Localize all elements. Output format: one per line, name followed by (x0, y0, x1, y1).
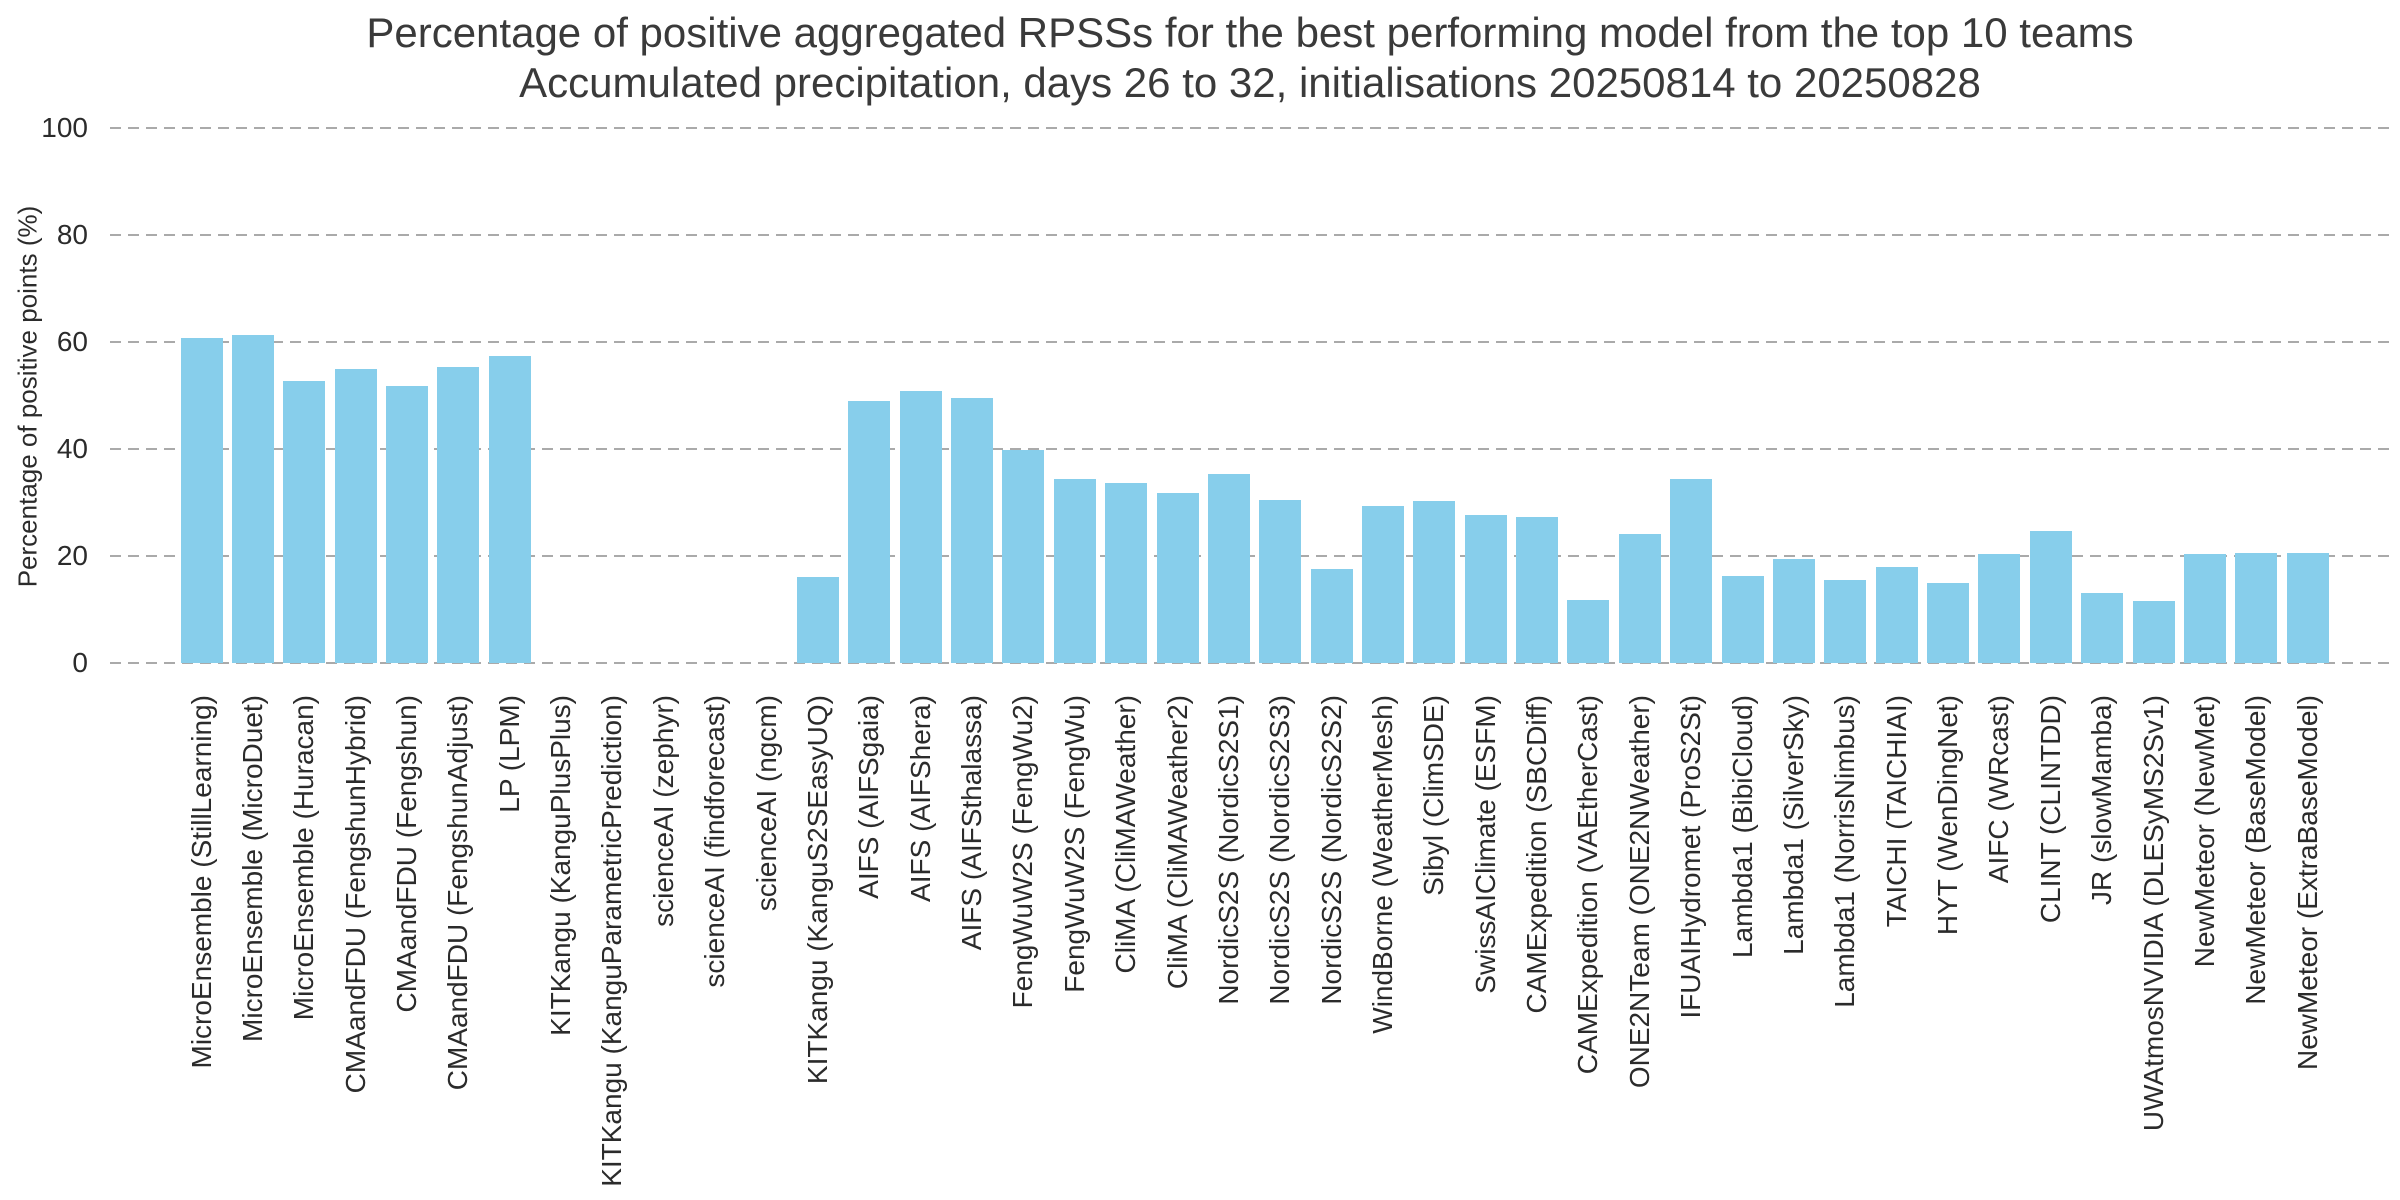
bar (1516, 516, 1559, 663)
bar (1464, 515, 1507, 663)
x-tick-label: CMAandFDU (FengshunAdjust) (442, 695, 474, 1091)
y-tick-label: 40 (56, 433, 88, 464)
x-tick-label: IFUAIHydromet (ProS2St) (1675, 695, 1707, 1019)
bar (1259, 499, 1302, 663)
bar (1362, 506, 1404, 663)
bar (2286, 553, 2329, 663)
bar (437, 367, 480, 663)
bar (283, 381, 326, 663)
x-tick-label: NewMeteor (NewMet) (2188, 695, 2220, 968)
gridline (110, 234, 2390, 236)
x-tick-label: CAMExpedition (SBCDiff) (1521, 695, 1553, 1014)
gridline (110, 341, 2390, 343)
x-tick-label: KITKangu (KanguS2SEasyUQ) (801, 695, 833, 1085)
x-tick-label: CMAandFDU (Fengshun) (390, 695, 422, 1013)
x-tick-label: JR (slowMamba) (2086, 695, 2118, 906)
x-tick-label: NordicS2S (NordicS2S1) (1212, 695, 1244, 1005)
bar (334, 369, 377, 663)
bar (1105, 482, 1148, 663)
bar (1927, 583, 1970, 663)
x-tick-label: AIFC (WRcast) (1983, 695, 2015, 884)
bar (231, 334, 274, 663)
x-tick-label: scienceAI (zephyr) (647, 695, 679, 927)
x-tick-label: CAMExpedition (VAEtherCast) (1572, 695, 1604, 1075)
x-tick-label: LP (LPM) (493, 695, 525, 813)
bar (899, 390, 942, 663)
x-tick-label: AIFS (AIFSgaia) (853, 695, 885, 899)
bar (1721, 575, 1764, 663)
x-tick-label: KITKangu (KanguPlusPlus) (545, 695, 577, 1036)
y-tick-label: 60 (56, 326, 88, 357)
bar (2235, 552, 2278, 663)
x-tick-label: KITKangu (KanguParametricPrediction) (596, 695, 628, 1187)
x-tick-label: WindBorne (WeatherMesh) (1367, 695, 1398, 1034)
bar (2029, 530, 2072, 663)
x-tick-label: SwissAIClimate (ESFM) (1469, 695, 1501, 994)
chart-title: Percentage of positive aggregated RPSSs … (110, 8, 2390, 108)
chart-title-line1: Percentage of positive aggregated RPSSs … (366, 9, 2134, 56)
bar (1567, 600, 1610, 663)
x-tick-label: scienceAI (findforecast) (699, 695, 731, 988)
bar (1310, 568, 1353, 663)
bar (1207, 473, 1250, 663)
x-tick-label: Lambda1 (NorrisNimbus) (1829, 695, 1861, 1008)
bar (385, 386, 428, 663)
bar (2081, 592, 2124, 663)
x-tick-label: NewMeteor (BaseModel) (2240, 695, 2272, 1005)
x-tick-label: Lambda1 (BibiCloud) (1726, 695, 1758, 959)
y-tick-label: 100 (41, 112, 88, 143)
x-tick-label: Sibyl (ClimSDE) (1418, 695, 1450, 896)
x-tick-label: CliMA (CliMAWeather) (1110, 695, 1142, 974)
x-tick-label: scienceAI (ngcm) (750, 695, 782, 912)
x-tick-label: HYT (WenDingNet) (1932, 695, 1964, 936)
bar (2132, 601, 2175, 663)
bar (1413, 500, 1456, 663)
chart-title-line2: Accumulated precipitation, days 26 to 32… (519, 59, 1981, 106)
bar (1824, 580, 1867, 663)
bar (951, 397, 994, 663)
bar (1875, 566, 1918, 663)
y-tick-label: 0 (72, 647, 88, 678)
bar (796, 576, 839, 663)
bar (1978, 553, 2021, 663)
x-tick-label: AIFS (AIFSthalassa) (956, 695, 988, 951)
y-axis-label: Percentage of positive points (%) (12, 205, 43, 588)
x-tick-label: NordicS2S (NordicS2S3) (1264, 695, 1296, 1005)
x-tick-label: CLINT (CLINTDD) (2034, 695, 2066, 924)
y-tick-label: 20 (56, 540, 88, 571)
y-tick-label: 80 (56, 219, 88, 250)
bar (2183, 554, 2226, 663)
bar (1156, 492, 1199, 663)
bar (488, 355, 531, 663)
bar (180, 338, 223, 663)
x-tick-label: NewMeteor (ExtraBaseModel) (2291, 695, 2323, 1071)
x-tick-label: ONE2NTeam (ONE2NWeather) (1623, 695, 1655, 1089)
bar (1670, 479, 1713, 663)
x-tick-label: CMAandFDU (FengshunHybrid) (339, 695, 371, 1094)
bar (1618, 534, 1661, 663)
x-tick-label: MicroEnsemble (Huracan) (288, 695, 320, 1021)
gridline (110, 448, 2390, 450)
x-tick-label: FengWuW2S (FengWu2) (1007, 695, 1039, 1009)
x-tick-label: CliMA (CliMAWeather2) (1161, 695, 1193, 990)
x-tick-label: MicroEnsemble (StillLearning) (185, 695, 217, 1069)
bar (1053, 478, 1096, 663)
x-tick-label: TAICHI (TAICHIAI) (1880, 695, 1912, 928)
x-tick-label: FengWuW2S (FengWu) (1058, 695, 1090, 993)
x-tick-label: AIFS (AIFShera) (904, 695, 936, 902)
gridline (110, 662, 2390, 664)
x-tick-label: UWAtmosNVIDIA (DLESyMS2Sv1) (2137, 695, 2169, 1132)
bar (848, 401, 891, 663)
x-tick-label: NordicS2S (NordicS2S2) (1315, 695, 1347, 1005)
bar (1002, 450, 1045, 663)
x-tick-label: MicroEnsemble (MicroDuet) (236, 695, 268, 1042)
bar (1772, 558, 1815, 663)
gridline (110, 127, 2390, 129)
gridline (110, 555, 2390, 557)
x-tick-label: Lambda1 (SilverSky) (1777, 695, 1809, 955)
